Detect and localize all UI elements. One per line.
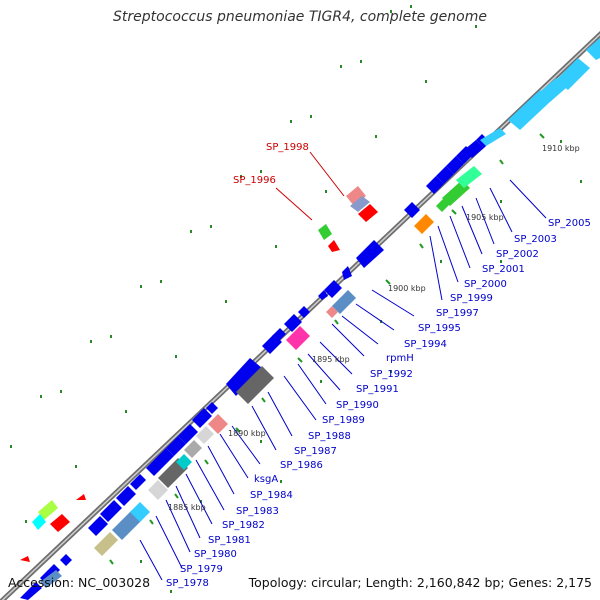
tick-label-1910: 1910 kbp	[542, 144, 580, 153]
gene-label-sp-1984: SP_1984	[250, 490, 293, 501]
gene-label-sp-1978: SP_1978	[166, 578, 209, 589]
gene-label-sp-1989: SP_1989	[322, 415, 365, 426]
kbp-tick-marks	[104, 133, 545, 565]
gene-label-rpmh: rpmH	[386, 353, 414, 364]
gene-label-sp-1979: SP_1979	[180, 564, 223, 575]
gene-label-sp-1988: SP_1988	[308, 431, 351, 442]
gene-label-sp-1994: SP_1994	[404, 339, 447, 350]
gene-labels: SP_1978 SP_1979 SP_1980 SP_1981 SP_1982 …	[166, 218, 591, 589]
gene-label-ksga: ksgA	[254, 474, 278, 485]
guide-dots	[10, 5, 582, 593]
gene-label-sp-1982: SP_1982	[222, 520, 265, 531]
gene-label-sp-2000: SP_2000	[464, 279, 507, 290]
tick-label-1885: 1885 kbp	[168, 503, 206, 512]
highlight-connector-lines	[275, 151, 345, 221]
tick-label-1905: 1905 kbp	[466, 213, 504, 222]
gene-label-sp-1991: SP_1991	[356, 384, 399, 395]
gene-label-sp-2003: SP_2003	[514, 234, 557, 245]
gene-label-sp-2005: SP_2005	[548, 218, 591, 229]
gene-label-sp-2002: SP_2002	[496, 249, 539, 260]
gene-label-sp-1981: SP_1981	[208, 535, 251, 546]
gene-label-sp-1998: SP_1998	[266, 142, 309, 153]
gene-label-sp-1997: SP_1997	[436, 308, 479, 319]
gene-label-sp-1999: SP_1999	[450, 293, 493, 304]
label-connector-lines	[139, 179, 547, 581]
genes-outer-strand	[20, 38, 600, 600]
genes-inner-strand	[20, 166, 482, 588]
gene-label-sp-1996: SP_1996	[233, 175, 276, 186]
gene-label-sp-1992: SP_1992	[370, 369, 413, 380]
gene-label-sp-1980: SP_1980	[194, 549, 237, 560]
gene-label-sp-2001: SP_2001	[482, 264, 525, 275]
gene-label-sp-1995: SP_1995	[418, 323, 461, 334]
gene-label-sp-1986: SP_1986	[280, 460, 323, 471]
genome-backbone	[0, 31, 600, 600]
topology-label: Topology: circular; Length: 2,160,842 bp…	[248, 575, 592, 590]
gene-label-sp-1990: SP_1990	[336, 400, 379, 411]
gene-label-sp-1987: SP_1987	[294, 446, 337, 457]
tick-label-1895: 1895 kbp	[312, 355, 350, 364]
gene-label-sp-1983: SP_1983	[236, 506, 279, 517]
accession-label: Accession: NC_003028	[8, 575, 151, 590]
tick-label-1900: 1900 kbp	[388, 284, 426, 293]
map-title: Streptococcus pneumoniae TIGR4, complete…	[113, 9, 487, 25]
tick-label-1890: 1890 kbp	[228, 429, 266, 438]
kbp-tick-labels: 1885 kbp 1890 kbp 1895 kbp 1900 kbp 1905…	[168, 144, 580, 512]
highlighted-gene-labels: SP_1998 SP_1996	[233, 142, 309, 186]
